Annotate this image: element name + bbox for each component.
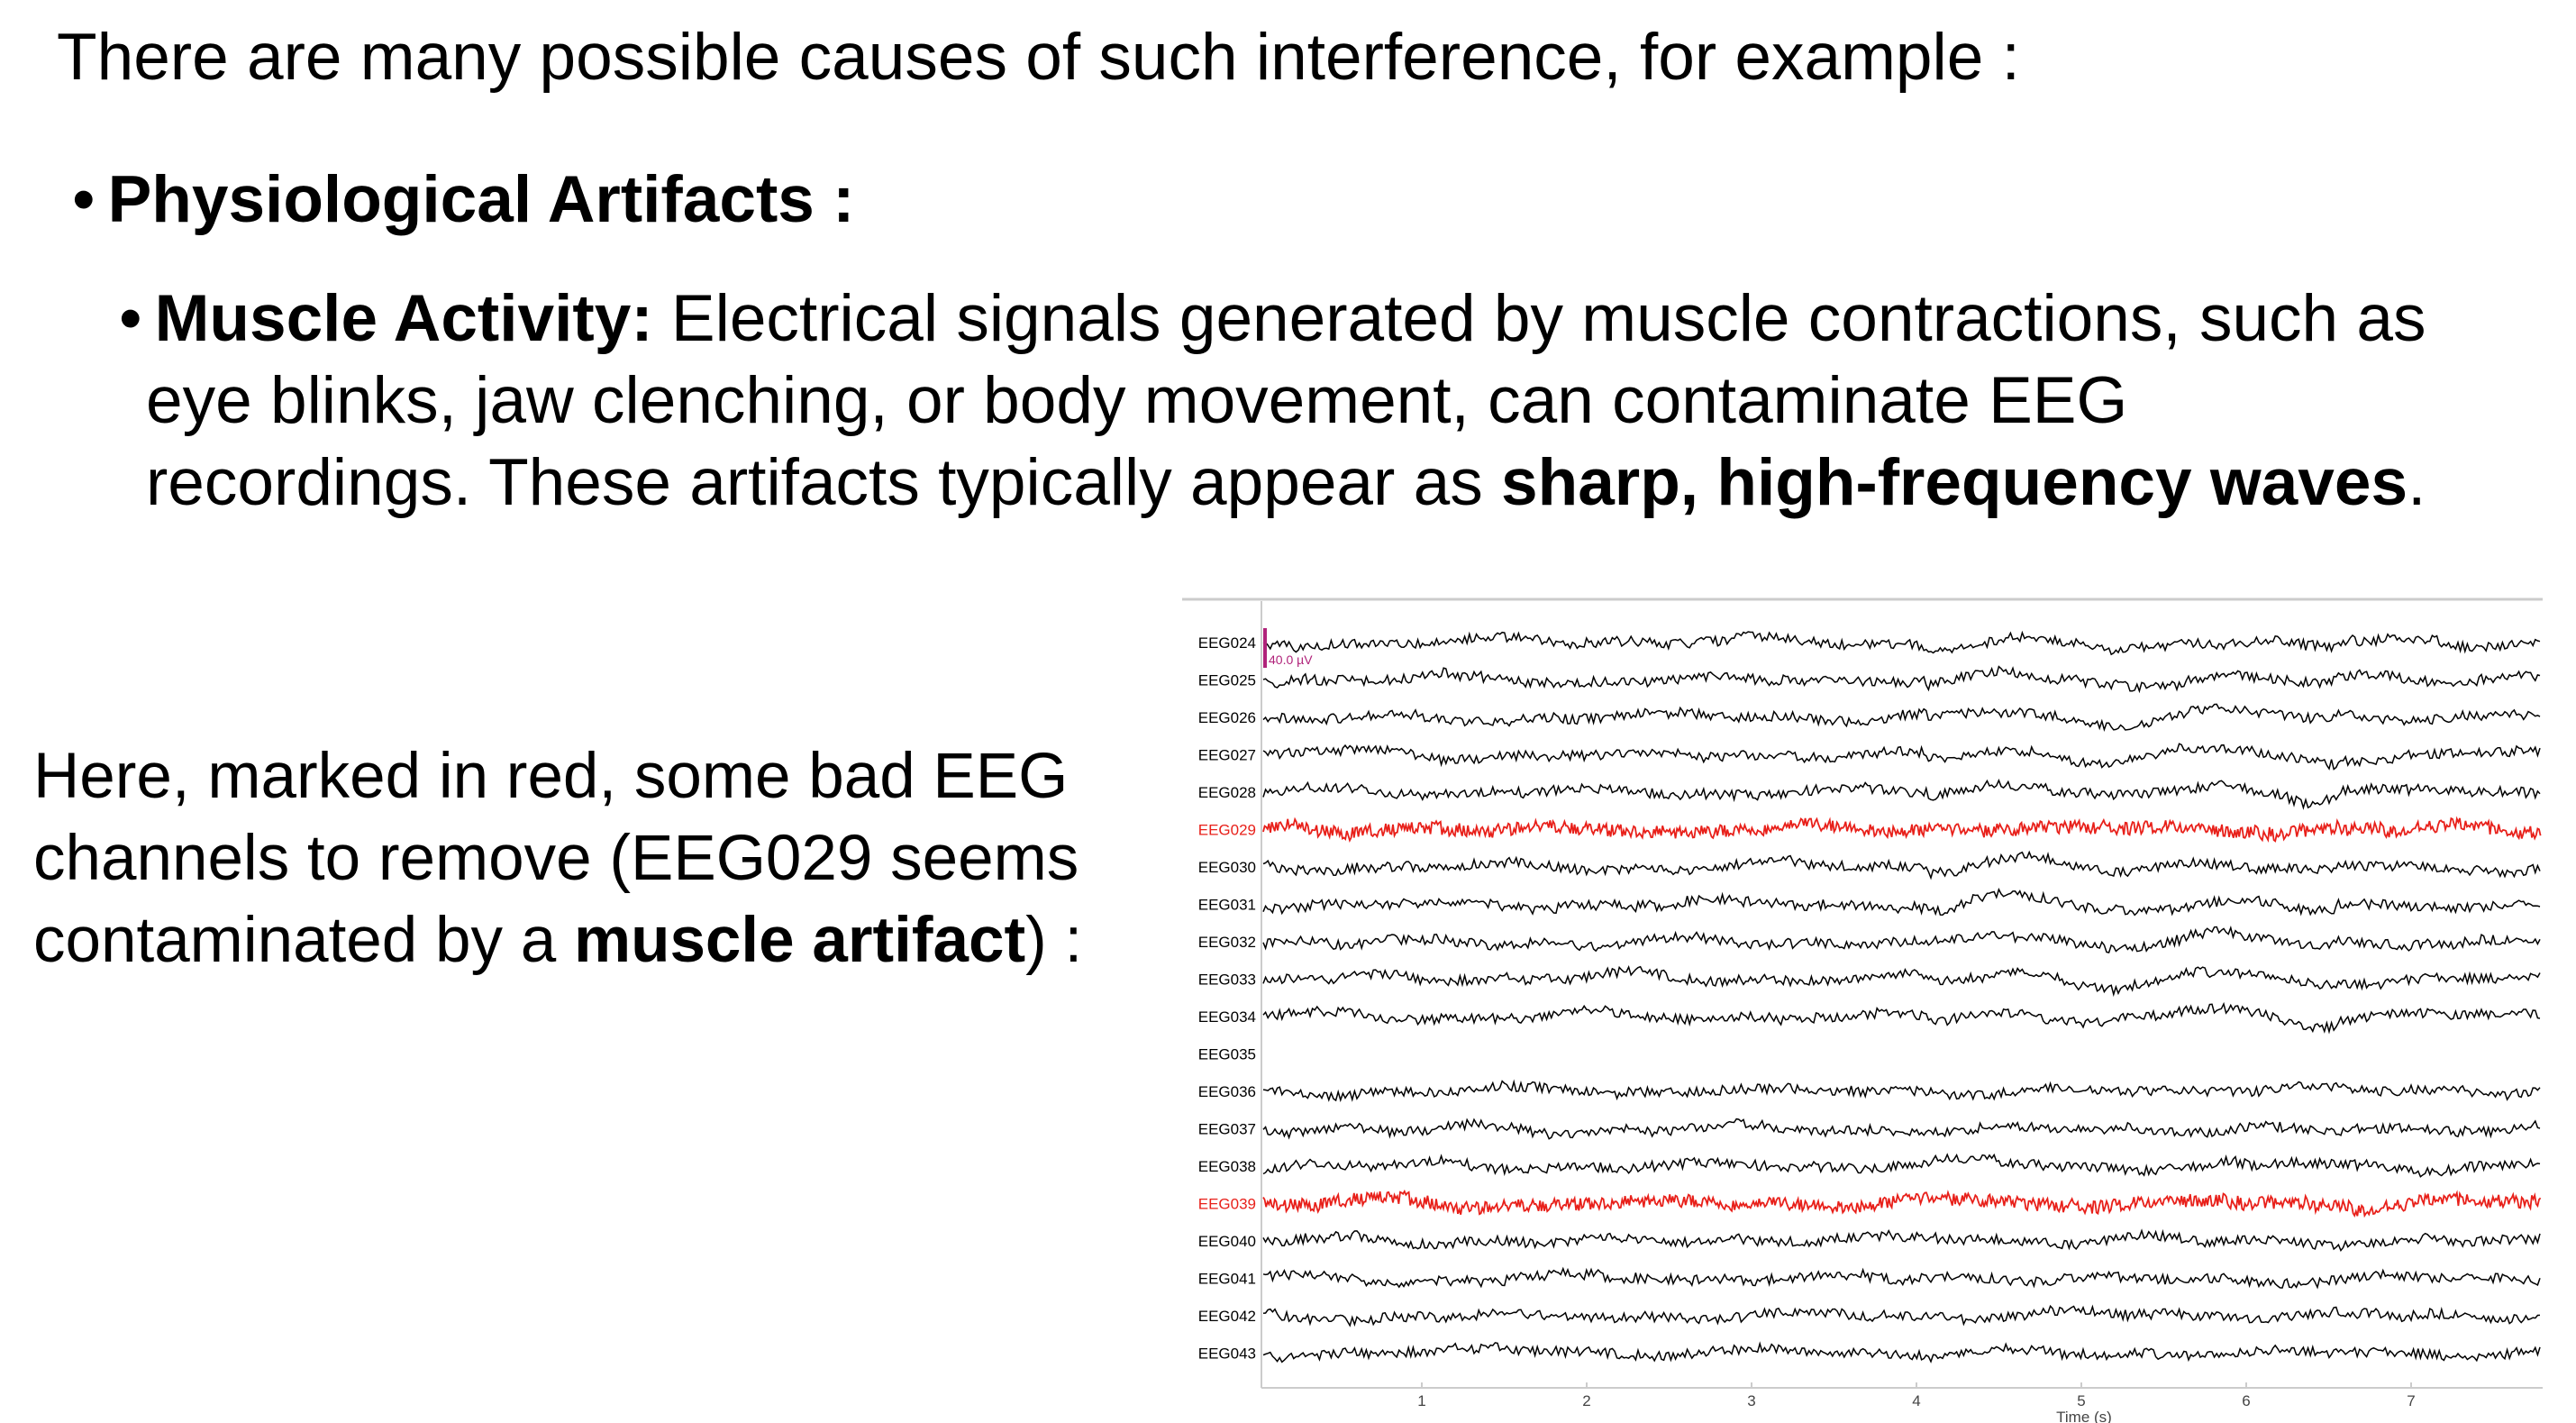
side-note-line-3: contaminated by a muscle artifact) : (33, 899, 1082, 981)
trace-EEG029 (1262, 816, 2542, 844)
scale-label: 40.0 µV (1269, 652, 1313, 667)
channel-label-EEG041: EEG041 (1198, 1271, 1256, 1288)
channel-label-EEG026: EEG026 (1198, 709, 1256, 726)
trace-EEG026 (1262, 703, 2541, 732)
muscle-line-3: recordings. These artifacts typically ap… (119, 442, 2552, 524)
side-note-line-3-post: ) : (1025, 905, 1083, 976)
side-note-line-1: Here, marked in red, some bad EEG (33, 741, 1069, 812)
channel-label-EEG030: EEG030 (1198, 859, 1256, 876)
trace-EEG027 (1262, 743, 2541, 771)
trace-EEG039 (1262, 1189, 2542, 1218)
channel-label-EEG031: EEG031 (1198, 897, 1256, 914)
trace-EEG031 (1262, 888, 2541, 917)
channel-label-EEG029: EEG029 (1198, 822, 1256, 839)
x-tick-label: 6 (2242, 1392, 2250, 1409)
trace-EEG033 (1262, 965, 2541, 998)
trace-EEG043 (1262, 1341, 2541, 1364)
channel-label-EEG024: EEG024 (1198, 634, 1256, 652)
x-tick-label: 2 (1582, 1392, 1590, 1409)
channel-label-EEG034: EEG034 (1198, 1008, 1256, 1026)
bullet-muscle-activity: • Muscle Activity: Electrical signals gen… (119, 278, 2552, 524)
channel-label-EEG043: EEG043 (1198, 1345, 1256, 1363)
channel-label-EEG032: EEG032 (1198, 934, 1256, 951)
channel-label-EEG036: EEG036 (1198, 1083, 1256, 1100)
trace-EEG041 (1262, 1266, 2541, 1290)
channel-label-EEG042: EEG042 (1198, 1308, 1256, 1325)
side-note-line-3-bold: muscle artifact (573, 905, 1026, 976)
channel-label-EEG038: EEG038 (1198, 1158, 1256, 1175)
x-tick-label: 4 (1912, 1392, 1920, 1409)
trace-EEG032 (1262, 925, 2541, 953)
channel-label-EEG028: EEG028 (1198, 784, 1256, 801)
bullet-physiological-artifacts: • Physiological Artifacts : (72, 162, 854, 237)
trace-EEG025 (1262, 665, 2541, 694)
muscle-line-2: eye blinks, jaw clenching, or body movem… (146, 364, 2128, 437)
side-note-line-3-pre: contaminated by a (33, 905, 574, 976)
trace-EEG030 (1262, 850, 2541, 880)
x-tick-label: 3 (1747, 1392, 1755, 1409)
trace-EEG038 (1262, 1153, 2541, 1178)
trace-EEG040 (1262, 1228, 2541, 1252)
muscle-term: Muscle Activity: (154, 282, 653, 355)
bullet-point: • (72, 163, 96, 236)
muscle-line-1: • Muscle Activity: Electrical signals gen… (119, 278, 2552, 360)
x-tick-label: 1 (1417, 1392, 1425, 1409)
muscle-line-3-pre: recordings. These artifacts typically ap… (146, 446, 1501, 519)
bullet-point: • (119, 282, 142, 355)
intro-text: There are many possible causes of such i… (57, 21, 2020, 94)
channel-label-EEG025: EEG025 (1198, 672, 1256, 689)
side-note: Here, marked in red, some bad EEG channe… (33, 735, 1082, 981)
channel-label-EEG039: EEG039 (1198, 1196, 1256, 1213)
trace-EEG028 (1262, 779, 2541, 810)
trace-EEG042 (1262, 1304, 2541, 1327)
channel-label-EEG027: EEG027 (1198, 747, 1256, 764)
side-note-line-2: channels to remove (EEG029 seems (33, 823, 1079, 894)
muscle-line-3-bold: sharp, high-frequency waves (1501, 446, 2408, 519)
x-tick-label: 7 (2407, 1392, 2415, 1409)
trace-EEG034 (1262, 1001, 2541, 1035)
trace-EEG036 (1262, 1079, 2541, 1103)
muscle-line-1-text: Electrical signals generated by muscle c… (652, 282, 2426, 355)
x-tick-label: 5 (2077, 1392, 2085, 1409)
trace-EEG024 (1262, 630, 2541, 656)
channel-label-EEG033: EEG033 (1198, 971, 1256, 989)
x-axis-label: Time (s) (2056, 1409, 2112, 1423)
eeg-plot: EEG024 EEG025 EEG026 EEG027 EEG028 EEG029 EEG0… (1171, 590, 2550, 1423)
muscle-line-3-post: . (2408, 446, 2426, 519)
eeg-plot-svg: EEG024 EEG025 EEG026 EEG027 EEG028 EEG029 EEG0… (1182, 597, 2543, 1423)
trace-EEG037 (1262, 1117, 2541, 1140)
channel-label-EEG040: EEG040 (1198, 1233, 1256, 1250)
channel-label-EEG035: EEG035 (1198, 1046, 1256, 1063)
channel-label-EEG037: EEG037 (1198, 1121, 1256, 1138)
physiological-heading: Physiological Artifacts : (107, 163, 855, 236)
